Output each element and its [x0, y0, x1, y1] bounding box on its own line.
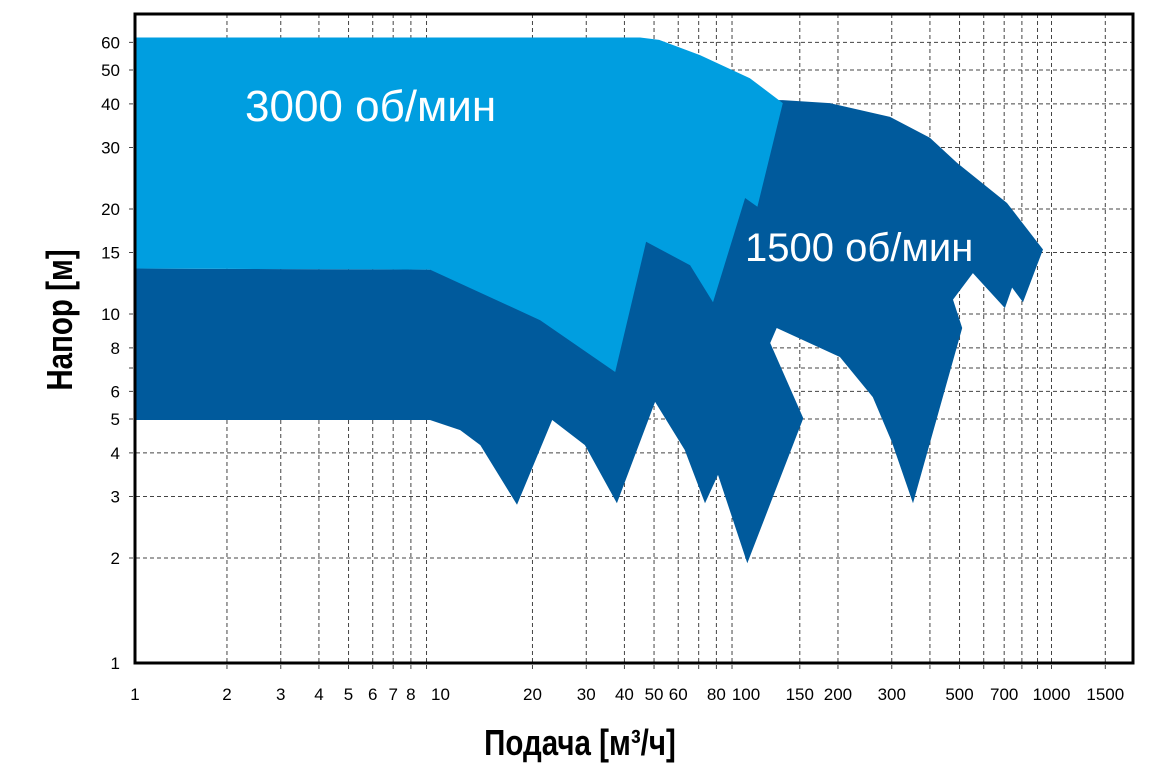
grid: [129, 14, 1133, 671]
y-tick-label: 8: [111, 339, 120, 358]
x-tick-label: 5: [344, 685, 353, 704]
y-tick-label: 2: [111, 549, 120, 568]
series-label-1500: 1500 об/мин: [745, 226, 973, 270]
x-tick-label: 50: [645, 685, 664, 704]
y-tick-label: 60: [101, 33, 120, 52]
y-tick-label: 6: [111, 382, 120, 401]
x-tick-label: 3: [276, 685, 285, 704]
x-tick-label: 100: [732, 685, 760, 704]
x-tick-label: 8: [406, 685, 415, 704]
y-tick-label: 5: [111, 410, 120, 429]
plot-frame: [133, 12, 1135, 665]
x-tick-label: 60: [669, 685, 688, 704]
x-tick-label: 6: [368, 685, 377, 704]
y-tick-label: 10: [101, 305, 120, 324]
x-tick-label: 20: [523, 685, 542, 704]
performance-areas: [135, 37, 1043, 564]
x-tick-label: 7: [388, 685, 397, 704]
x-tick-label: 1500: [1086, 685, 1124, 704]
y-tick-label: 20: [101, 200, 120, 219]
x-tick-label: 1000: [1033, 685, 1071, 704]
y-tick-label: 50: [101, 61, 120, 80]
x-tick-label: 700: [990, 685, 1018, 704]
area-3000-rpm: [135, 37, 783, 372]
y-tick-label: 3: [111, 487, 120, 506]
x-tick-label: 30: [577, 685, 596, 704]
series-label-3000: 3000 об/мин: [245, 82, 496, 131]
x-tick-label: 200: [824, 685, 852, 704]
x-tick-label: 10: [431, 685, 450, 704]
x-tick-label: 500: [945, 685, 973, 704]
x-tick-label: 2: [222, 685, 231, 704]
y-tick-labels: 1 2 3 4 5 6 8 10 15 20 30 40 50 60: [101, 33, 120, 673]
x-tick-label: 1: [130, 685, 139, 704]
y-tick-label: 15: [101, 244, 120, 263]
y-axis-label: Напор [м]: [39, 249, 79, 390]
y-tick-label: 40: [101, 95, 120, 114]
x-tick-label: 300: [878, 685, 906, 704]
x-tick-label: 4: [314, 685, 323, 704]
x-tick-label: 150: [786, 685, 814, 704]
y-tick-label: 1: [111, 654, 120, 673]
x-tick-labels: 1 2 3 4 5 6 7 8 10 20 30 40 50 60 80 100 150 200 300 500 700…: [130, 685, 1124, 704]
x-tick-label: 40: [615, 685, 634, 704]
y-tick-label: 30: [101, 138, 120, 157]
x-axis-label: Подача [м³/ч]: [484, 722, 676, 762]
x-tick-label: 80: [707, 685, 726, 704]
y-tick-label: 4: [111, 444, 120, 463]
